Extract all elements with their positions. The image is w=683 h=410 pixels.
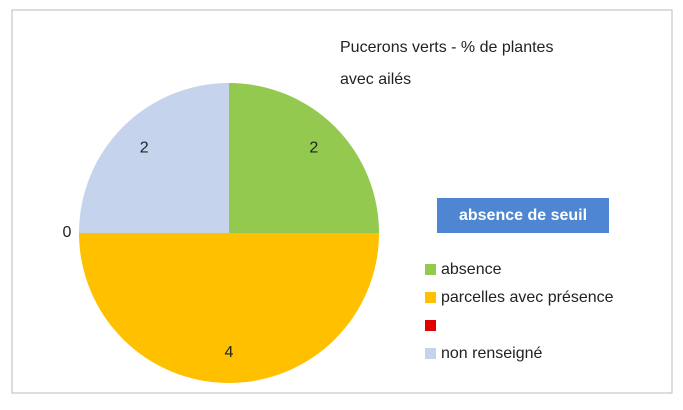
legend-label: parcelles avec présence	[441, 289, 614, 306]
data-label: 2	[309, 139, 318, 156]
annotation: absence de seuil	[459, 207, 587, 224]
pie-slice	[79, 233, 379, 383]
legend-swatch	[425, 320, 436, 331]
legend-label: non renseigné	[441, 345, 543, 362]
pie-slice	[79, 83, 229, 233]
data-label: 0	[63, 224, 72, 241]
legend-swatch	[425, 264, 436, 275]
annotation-box	[437, 198, 609, 233]
data-label: 2	[140, 139, 149, 156]
legend-swatch	[425, 348, 436, 359]
legend-swatch	[425, 292, 436, 303]
data-label: 4	[225, 344, 234, 361]
chart-title: Pucerons verts - % de plantes	[340, 39, 553, 56]
legend-label: absence	[441, 261, 502, 278]
pie-slice	[229, 83, 379, 233]
chart-title: avec ailés	[340, 71, 411, 88]
